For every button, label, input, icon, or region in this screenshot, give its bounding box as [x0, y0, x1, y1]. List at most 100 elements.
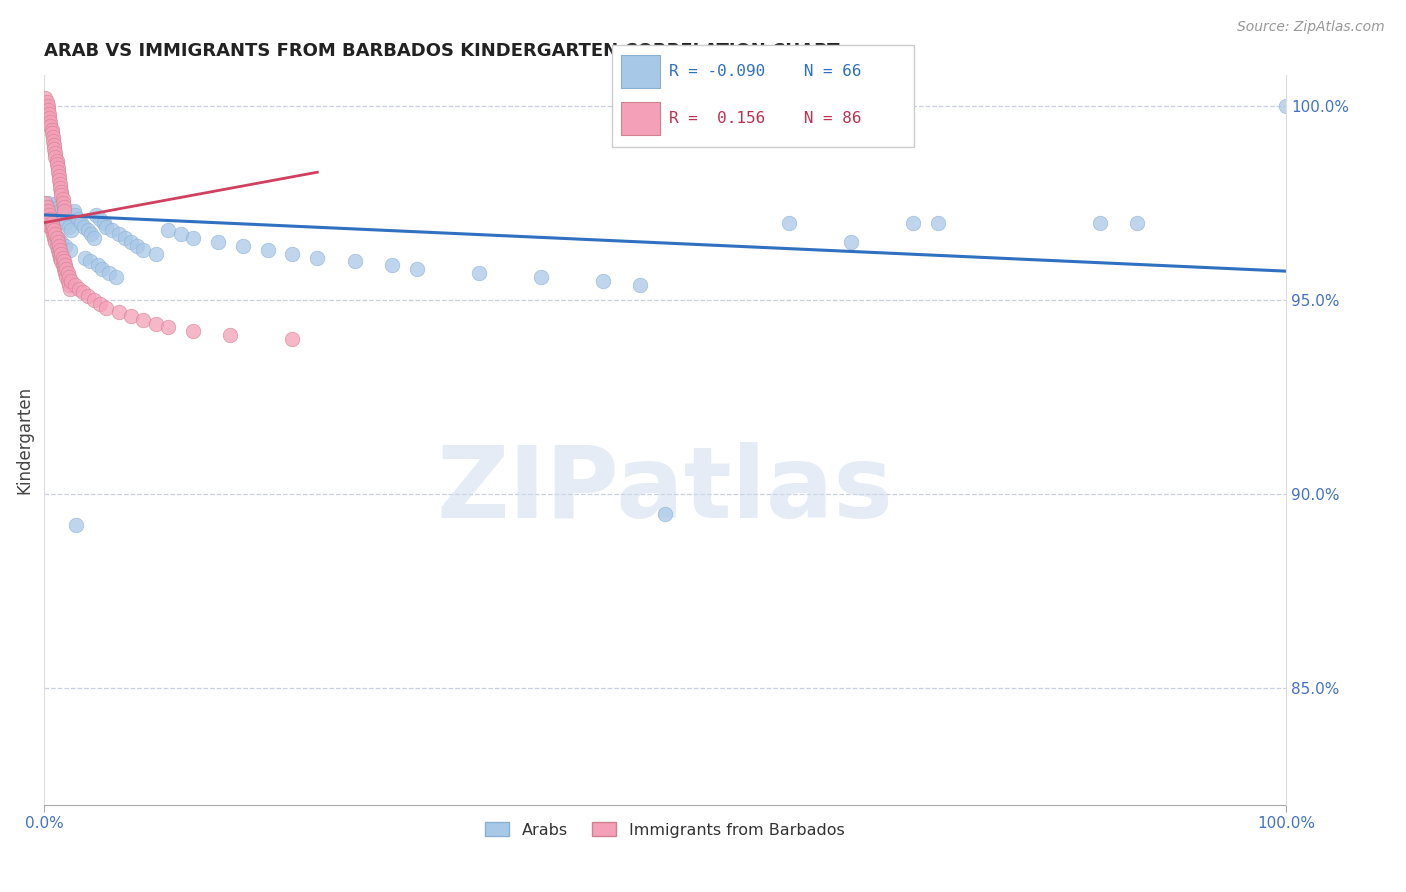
Point [181, 231, 204, 245]
Point [343, 254, 366, 268]
Point [35, 208, 58, 222]
Point [91, 262, 114, 277]
Point [39, 200, 62, 214]
Point [46, 161, 69, 176]
Point [120, 235, 142, 249]
Point [127, 239, 149, 253]
Point [39, 115, 62, 129]
Point [105, 270, 128, 285]
Point [46, 165, 69, 179]
Point [63, 208, 86, 222]
Point [39, 211, 62, 226]
Point [45, 196, 67, 211]
Point [256, 243, 278, 257]
Point [44, 208, 66, 222]
Point [59, 282, 82, 296]
Point [53, 262, 76, 277]
Point [52, 208, 75, 222]
Text: R =  0.156    N = 86: R = 0.156 N = 86 [669, 111, 862, 126]
Point [79, 254, 101, 268]
Point [52, 258, 75, 272]
Point [56, 266, 79, 280]
Point [281, 332, 304, 346]
Point [592, 274, 614, 288]
Point [42, 231, 65, 245]
Point [51, 188, 73, 202]
Point [145, 317, 167, 331]
Point [42, 223, 65, 237]
Point [468, 266, 491, 280]
Point [51, 254, 73, 268]
Point [53, 258, 76, 272]
Point [58, 270, 80, 285]
Point [52, 196, 75, 211]
Point [83, 231, 105, 245]
Bar [620, 102, 659, 135]
Point [839, 235, 862, 249]
Point [42, 204, 65, 219]
Point [39, 119, 62, 133]
Point [75, 251, 97, 265]
Point [37, 99, 59, 113]
Point [49, 177, 72, 191]
Point [45, 157, 67, 171]
Bar [620, 55, 659, 87]
Point [67, 282, 90, 296]
Point [96, 301, 118, 315]
Point [49, 251, 72, 265]
Point [107, 227, 129, 242]
Point [101, 223, 124, 237]
Text: ARAB VS IMMIGRANTS FROM BARBADOS KINDERGARTEN CORRELATION CHART: ARAB VS IMMIGRANTS FROM BARBADOS KINDERG… [44, 42, 839, 60]
Point [58, 219, 80, 234]
Point [405, 262, 427, 277]
Point [44, 227, 66, 242]
Point [46, 243, 69, 257]
Point [44, 150, 66, 164]
Text: ZIPatlas: ZIPatlas [437, 442, 893, 540]
Point [107, 305, 129, 319]
Point [1126, 216, 1149, 230]
Point [72, 285, 94, 300]
Point [35, 200, 58, 214]
FancyBboxPatch shape [612, 45, 914, 147]
Point [39, 219, 62, 234]
Text: Source: ZipAtlas.com: Source: ZipAtlas.com [1237, 20, 1385, 34]
Point [65, 518, 87, 533]
Point [66, 211, 89, 226]
Point [93, 216, 115, 230]
Point [73, 219, 96, 234]
Point [58, 277, 80, 292]
Point [48, 239, 70, 253]
Point [86, 258, 108, 272]
Point [157, 320, 180, 334]
Point [778, 216, 800, 230]
Point [219, 328, 242, 343]
Point [37, 103, 59, 117]
Text: R = -0.090    N = 66: R = -0.090 N = 66 [669, 63, 862, 78]
Point [232, 239, 254, 253]
Point [44, 145, 66, 160]
Point [207, 235, 229, 249]
Point [53, 239, 76, 253]
Y-axis label: Kindergarten: Kindergarten [15, 386, 32, 494]
Point [76, 289, 98, 303]
Point [145, 246, 167, 260]
Point [48, 246, 70, 260]
Point [49, 243, 72, 257]
Point [281, 246, 304, 260]
Point [53, 204, 76, 219]
Point [59, 243, 82, 257]
Point [42, 142, 65, 156]
Point [83, 293, 105, 308]
Point [42, 138, 65, 153]
Point [63, 277, 86, 292]
Point [89, 211, 111, 226]
Point [530, 270, 553, 285]
Point [181, 324, 204, 338]
Point [38, 208, 60, 222]
Point [132, 243, 155, 257]
Point [55, 216, 77, 230]
Point [52, 193, 75, 207]
Point [80, 227, 103, 242]
Point [60, 274, 83, 288]
